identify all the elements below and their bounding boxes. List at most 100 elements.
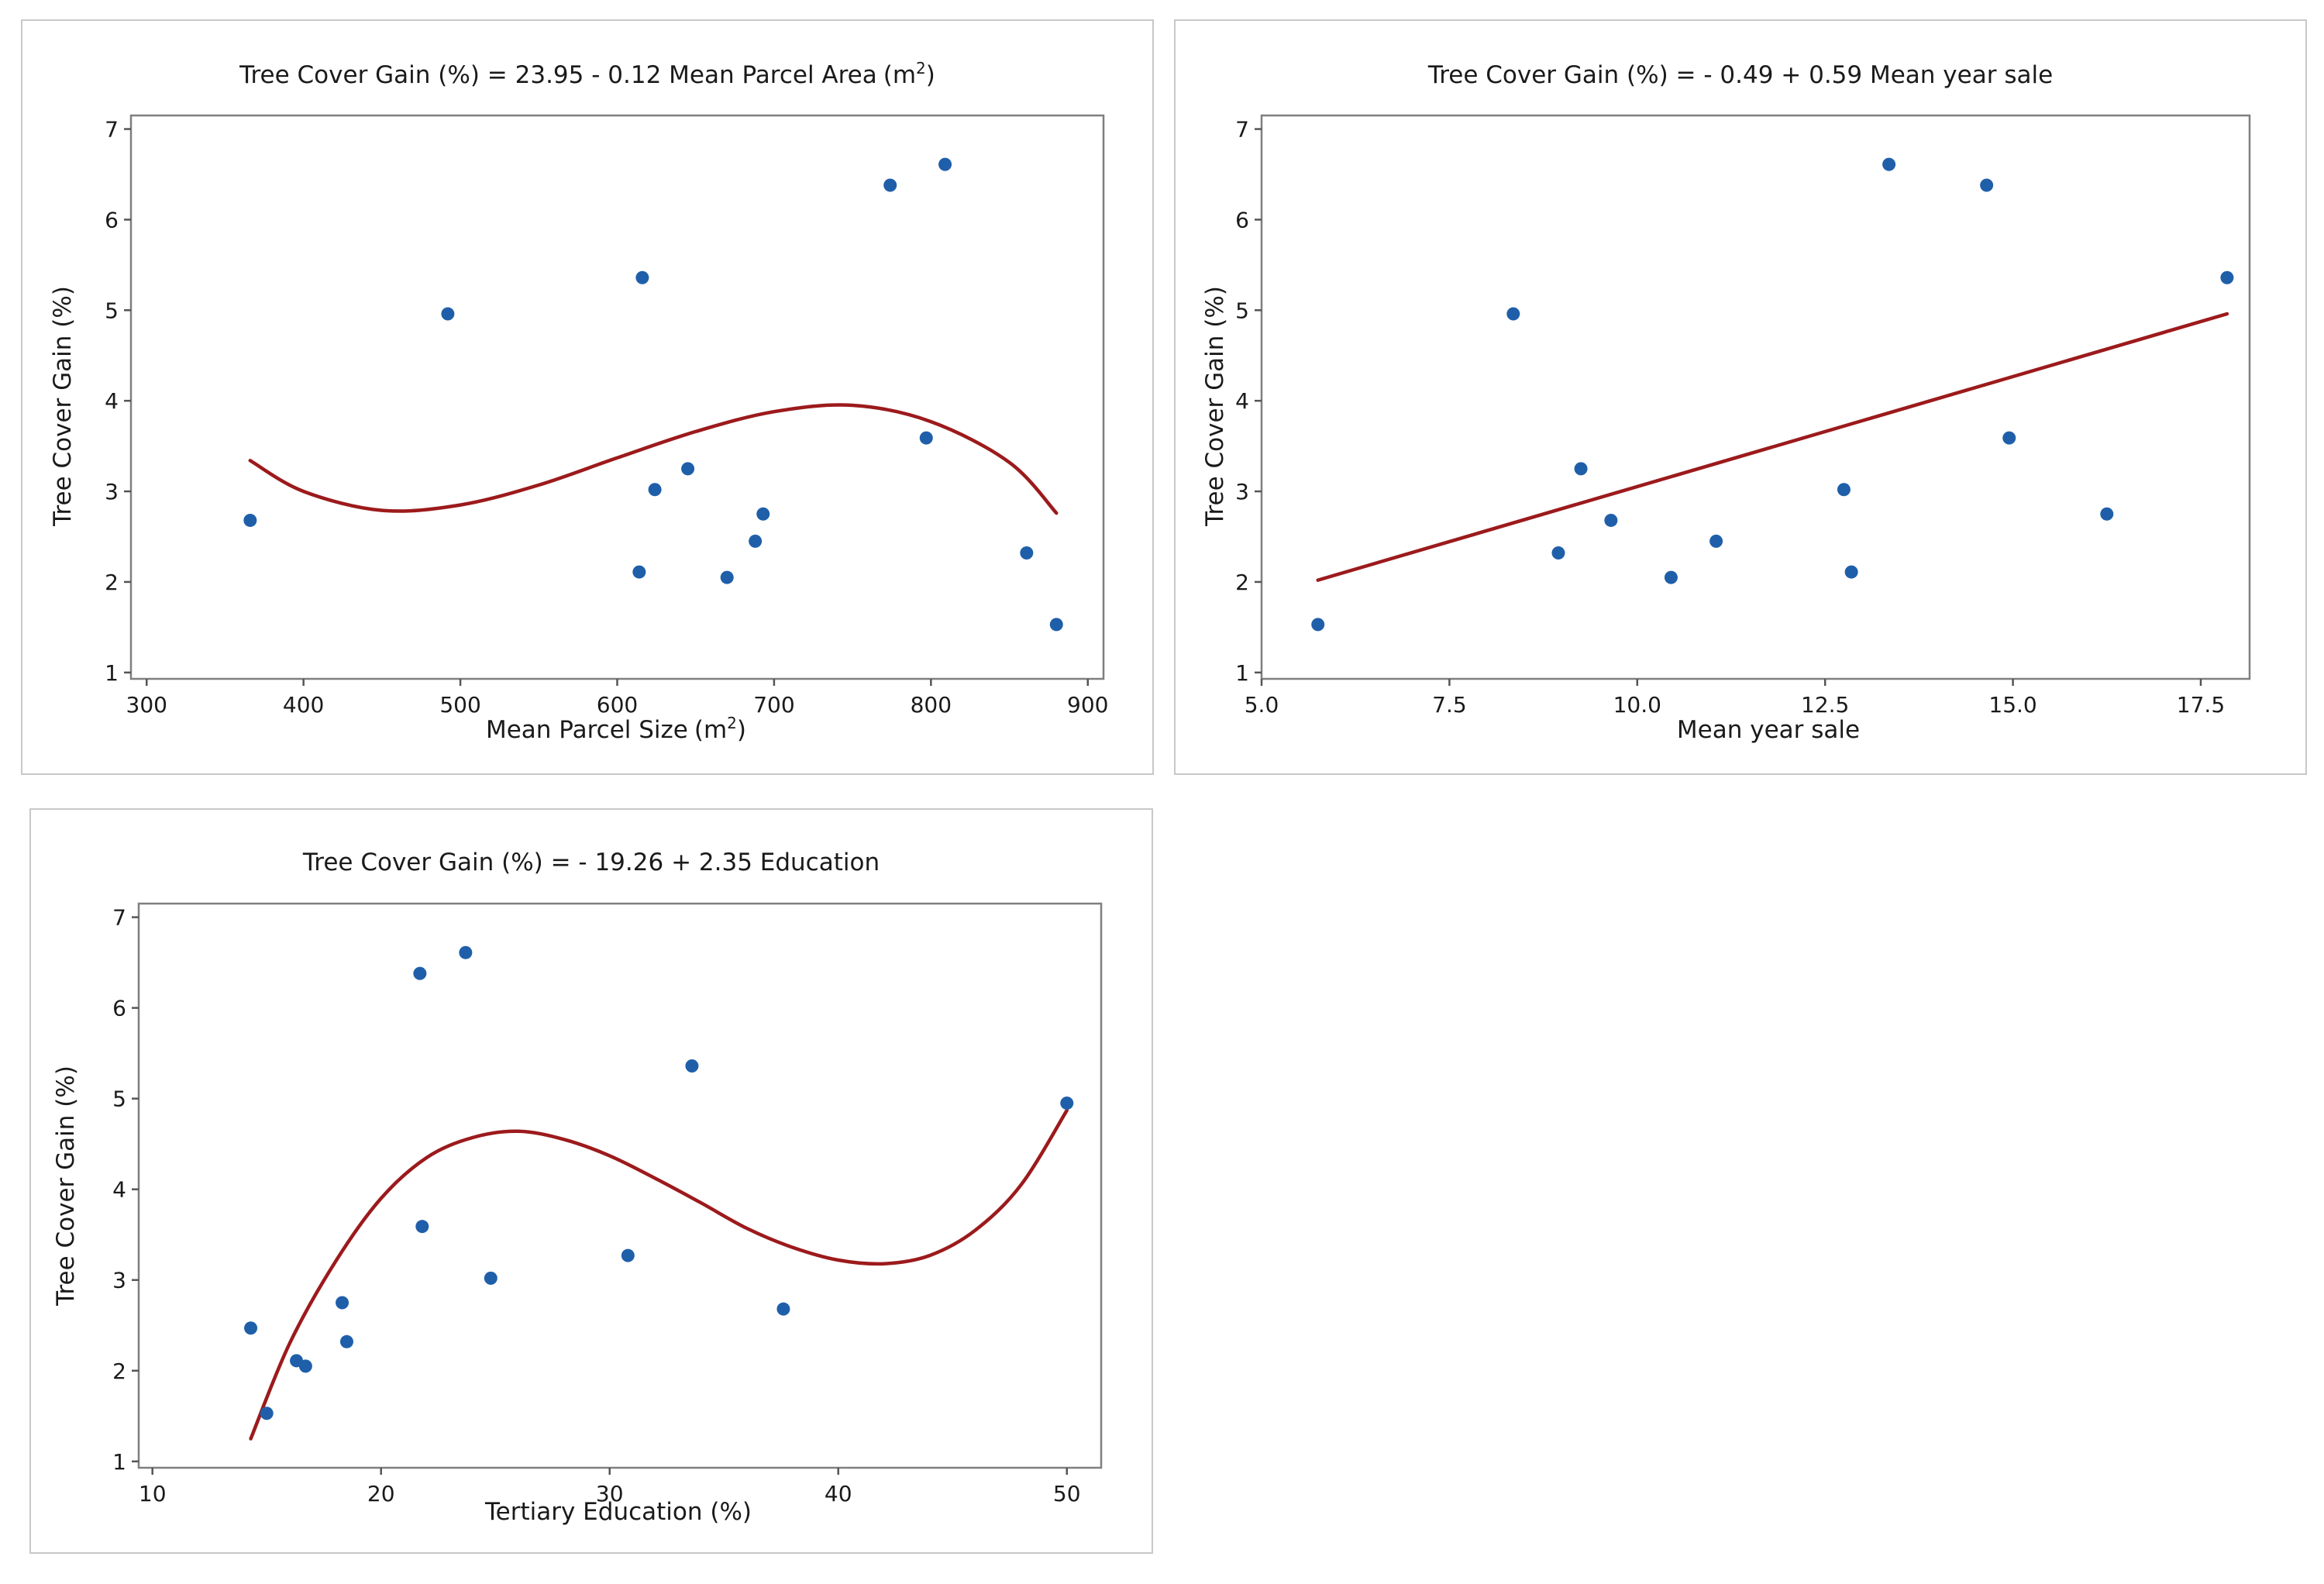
data-point xyxy=(2002,431,2016,445)
data-point xyxy=(919,431,933,445)
x-axis: 10 20 30 40 50 xyxy=(139,1468,1081,1507)
data-point xyxy=(1844,565,1858,579)
y-tick-label: 2 xyxy=(105,570,119,595)
plot-frame xyxy=(137,902,1103,1469)
y-tick-label: 5 xyxy=(105,298,119,323)
data-point xyxy=(681,462,695,476)
y-tick-label: 5 xyxy=(1235,298,1249,323)
x-tick-label: 15.0 xyxy=(1988,692,2037,718)
x-axis: 5.0 7.5 10.0 12.5 15.0 17.5 xyxy=(1245,679,2225,718)
data-point xyxy=(1020,546,1034,560)
y-axis-title: Tree Cover Gain (%) xyxy=(1201,286,1229,527)
data-point xyxy=(2220,270,2234,284)
plot-frame xyxy=(1260,114,2251,680)
x-tick-label: 300 xyxy=(126,692,167,718)
data-point xyxy=(441,307,455,321)
data-point xyxy=(260,1407,274,1420)
x-tick-label: 500 xyxy=(439,692,480,718)
chart-title: Tree Cover Gain (%) = - 0.49 + 0.59 Mean… xyxy=(1427,61,2053,89)
data-point xyxy=(685,1059,699,1073)
data-point xyxy=(1837,483,1851,497)
x-axis-title: Mean Parcel Size (m2) xyxy=(486,714,746,744)
y-tick-label: 7 xyxy=(1235,117,1249,143)
y-tick-label: 1 xyxy=(112,1449,126,1475)
chart-education: Tree Cover Gain (%) = - 19.26 + 2.35 Edu… xyxy=(52,849,1103,1526)
x-tick-label: 7.5 xyxy=(1432,692,1467,718)
fit-line xyxy=(1316,312,2229,582)
data-point xyxy=(1604,513,1618,527)
y-tick-label: 6 xyxy=(112,996,126,1021)
data-point xyxy=(2100,507,2114,521)
data-point xyxy=(415,1220,429,1234)
data-point xyxy=(648,483,662,497)
data-point xyxy=(776,1302,790,1316)
data-point xyxy=(1882,157,1896,171)
data-point xyxy=(484,1271,498,1285)
chart-parcel-size: Tree Cover Gain (%) = 23.95 - 0.12 Mean … xyxy=(49,59,1108,744)
y-axis-title: Tree Cover Gain (%) xyxy=(52,1066,80,1307)
data-point xyxy=(1506,307,1520,321)
x-tick-label: 700 xyxy=(753,692,794,718)
chart-panel-mean-year-sale: Tree Cover Gain (%) = - 0.49 + 0.59 Mean… xyxy=(1174,19,2307,775)
y-tick-label: 2 xyxy=(1235,570,1249,595)
data-point xyxy=(298,1359,312,1373)
x-tick-label: 30 xyxy=(596,1481,624,1507)
y-tick-label: 3 xyxy=(1235,479,1249,504)
chart-mean-year-sale: Tree Cover Gain (%) = - 0.49 + 0.59 Mean… xyxy=(1201,61,2251,744)
data-point xyxy=(720,570,734,584)
x-tick-label: 12.5 xyxy=(1801,692,1849,718)
y-tick-label: 1 xyxy=(105,660,119,686)
fit-line xyxy=(248,403,1059,515)
data-point xyxy=(756,507,770,521)
y-tick-label: 7 xyxy=(105,117,119,143)
data-points xyxy=(243,157,1063,632)
data-point xyxy=(1980,178,1994,192)
data-point xyxy=(621,1248,635,1262)
y-tick-label: 5 xyxy=(112,1086,126,1112)
x-tick-label: 800 xyxy=(911,692,952,718)
x-tick-label: 600 xyxy=(597,692,638,718)
y-tick-label: 1 xyxy=(1235,660,1249,686)
y-tick-label: 4 xyxy=(1235,388,1249,414)
data-point xyxy=(243,513,257,527)
plot-frame xyxy=(129,114,1105,680)
x-tick-label: 10 xyxy=(139,1481,167,1507)
data-point xyxy=(1311,618,1325,632)
y-tick-label: 4 xyxy=(105,388,119,414)
data-point xyxy=(413,966,427,980)
data-point xyxy=(1574,462,1588,476)
y-axis: 1 2 3 4 5 6 7 xyxy=(112,905,139,1475)
y-tick-label: 4 xyxy=(112,1177,126,1203)
y-tick-label: 3 xyxy=(105,479,119,504)
x-tick-label: 50 xyxy=(1053,1481,1081,1507)
data-point xyxy=(1551,546,1565,560)
y-tick-label: 7 xyxy=(112,905,126,931)
y-axis: 1 2 3 4 5 6 7 xyxy=(105,117,131,686)
x-tick-label: 5.0 xyxy=(1245,692,1279,718)
chart-title: Tree Cover Gain (%) = - 19.26 + 2.35 Edu… xyxy=(302,849,880,876)
y-tick-label: 2 xyxy=(112,1358,126,1384)
chart-panel-parcel-size: Tree Cover Gain (%) = 23.95 - 0.12 Mean … xyxy=(21,19,1154,775)
x-tick-label: 400 xyxy=(283,692,324,718)
x-tick-label: 20 xyxy=(367,1481,395,1507)
y-tick-label: 6 xyxy=(105,207,119,232)
x-axis-title: Mean year sale xyxy=(1677,716,1860,744)
data-point xyxy=(1709,534,1723,548)
x-tick-label: 17.5 xyxy=(2177,692,2225,718)
data-point xyxy=(1049,618,1063,632)
data-point xyxy=(635,270,649,284)
data-point xyxy=(632,565,646,579)
data-point xyxy=(1664,570,1678,584)
y-axis-title: Tree Cover Gain (%) xyxy=(49,286,77,527)
x-tick-label: 900 xyxy=(1067,692,1108,718)
data-point xyxy=(336,1296,349,1310)
x-axis-title: Tertiary Education (%) xyxy=(484,1498,752,1526)
data-point xyxy=(938,157,952,171)
y-tick-label: 3 xyxy=(112,1268,126,1293)
x-axis: 300 400 500 600 700 800 900 xyxy=(126,679,1108,718)
data-point xyxy=(339,1334,353,1348)
data-point xyxy=(883,178,897,192)
fit-line xyxy=(249,1108,1069,1441)
y-axis: 1 2 3 4 5 6 7 xyxy=(1235,117,1262,686)
chart-panel-education: Tree Cover Gain (%) = - 19.26 + 2.35 Edu… xyxy=(29,808,1153,1554)
